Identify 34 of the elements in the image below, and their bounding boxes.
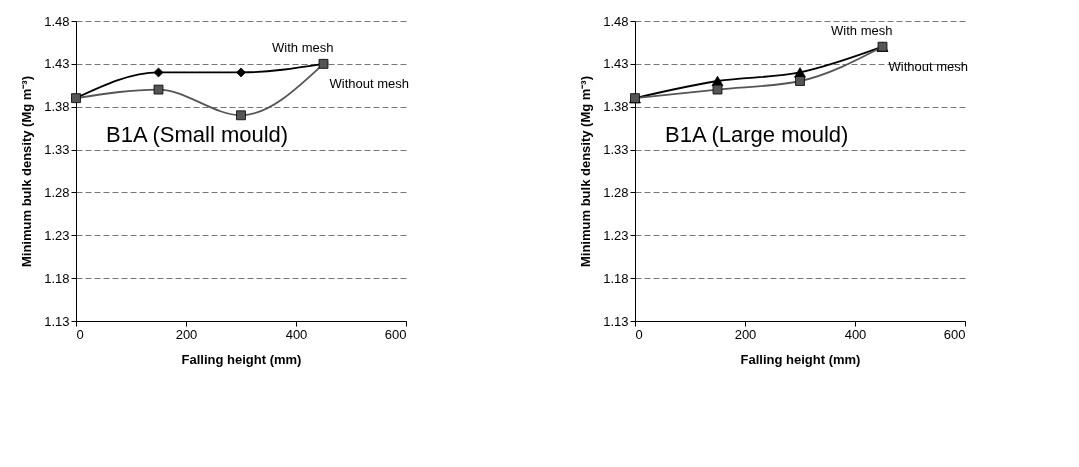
x-tick-label: 600 <box>943 326 966 342</box>
x-tick-label: 400 <box>285 326 308 342</box>
y-tick-label: 1.48 <box>44 13 70 29</box>
y-tick-label: 1.33 <box>603 142 629 158</box>
y-tick-label: 1.23 <box>603 227 629 243</box>
y-tick-label: 1.33 <box>44 142 70 158</box>
y-axis-title: Minimum bulk density (Mg m⁻³) <box>578 75 594 268</box>
y-tick-label: 1.18 <box>603 270 629 286</box>
y-tick-label: 1.48 <box>603 13 629 29</box>
x-tick-label: 0 <box>635 326 643 342</box>
y-tick-label: 1.38 <box>44 99 70 115</box>
y-tick-label: 1.38 <box>603 99 629 115</box>
x-tick-label: 200 <box>734 326 757 342</box>
y-tick-label: 1.18 <box>44 270 70 286</box>
x-tick-label: 200 <box>175 326 198 342</box>
y-tick-label: 1.23 <box>44 227 70 243</box>
series-label: Without mesh <box>329 75 409 91</box>
annotation: B1A (Large mould) <box>665 122 849 147</box>
y-tick-label: 1.13 <box>44 313 70 329</box>
y-tick-label: 1.43 <box>603 56 629 72</box>
series-label: With mesh <box>272 39 334 55</box>
x-tick-label: 0 <box>76 326 84 342</box>
series-label: With mesh <box>831 22 893 38</box>
x-tick-label: 600 <box>384 326 407 342</box>
y-tick-label: 1.28 <box>603 184 629 200</box>
series-label: Without mesh <box>888 58 968 74</box>
annotation: B1A (Small mould) <box>106 122 289 147</box>
x-axis-title: Falling height (mm) <box>181 351 302 367</box>
y-tick-label: 1.43 <box>44 56 70 72</box>
y-tick-label: 1.13 <box>603 313 629 329</box>
y-tick-label: 1.28 <box>44 184 70 200</box>
x-tick-label: 400 <box>844 326 867 342</box>
y-axis-title: Minimum bulk density (Mg m⁻³) <box>19 75 35 268</box>
x-axis-title: Falling height (mm) <box>740 351 861 367</box>
